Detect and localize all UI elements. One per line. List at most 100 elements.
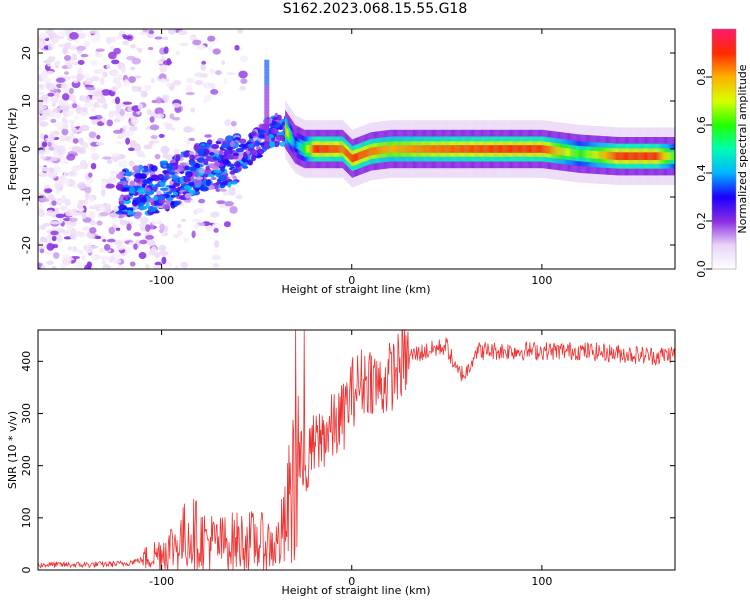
heatmap-cell <box>210 82 216 91</box>
heatmap-cell <box>610 151 612 160</box>
heatmap-cell <box>60 83 68 89</box>
heatmap-cell <box>278 131 285 136</box>
heatmap-cell <box>50 56 56 62</box>
heatmap-cell <box>445 145 448 153</box>
snr-y-label: SNR (10 * v/v) <box>6 411 19 489</box>
heatmap-cell <box>229 170 236 175</box>
heatmap-cell <box>203 82 213 89</box>
heatmap-cell <box>398 145 400 153</box>
heatmap-cell <box>467 145 469 153</box>
heatmap-cell <box>191 230 196 239</box>
heatmap-cell <box>195 207 205 214</box>
heatmap-cell <box>388 145 391 153</box>
heatmap-cell <box>185 77 195 84</box>
heatmap-cell <box>229 205 238 214</box>
heatmap-cell <box>264 125 270 129</box>
heatmap-cell <box>157 219 163 225</box>
heatmap-cell <box>46 243 55 251</box>
heatmap-cell <box>99 235 106 240</box>
heatmap-cell <box>214 240 220 248</box>
heatmap-cell <box>248 143 254 149</box>
heatmap-cell <box>486 145 488 153</box>
heatmap-cell <box>534 145 536 153</box>
heatmap-cell <box>189 154 195 161</box>
heatmap-cell <box>640 152 642 161</box>
spectrogram-x-label: Height of straight line (km) <box>281 283 430 296</box>
heatmap-cell <box>196 157 206 163</box>
heatmap-cell <box>150 165 158 172</box>
heatmap-cell <box>129 261 136 267</box>
heatmap-cell <box>428 145 430 153</box>
heatmap-cell <box>95 142 105 146</box>
heatmap-cell <box>161 94 170 101</box>
heatmap-cell <box>332 145 334 153</box>
heatmap-cell <box>287 128 289 137</box>
heatmap-cell <box>88 131 97 139</box>
heatmap-cell <box>218 174 227 182</box>
heatmap-cell <box>452 145 454 153</box>
heatmap-cell <box>121 187 131 192</box>
heatmap-cell <box>582 150 584 158</box>
heatmap-cell <box>137 103 144 110</box>
heatmap-cell <box>64 198 71 206</box>
heatmap-cell <box>126 207 134 211</box>
heatmap-cell <box>68 217 78 223</box>
heatmap-cell <box>431 145 433 153</box>
heatmap-cell <box>578 149 580 158</box>
heatmap-cell <box>129 186 135 194</box>
heatmap-cell <box>315 145 317 153</box>
heatmap-cell <box>148 206 158 213</box>
heatmap-cell <box>134 211 143 217</box>
heatmap-cell <box>237 29 244 34</box>
heatmap-cell <box>122 199 132 205</box>
heatmap-cell <box>84 192 90 200</box>
heatmap-cell <box>264 82 270 86</box>
heatmap-cell <box>81 212 87 220</box>
heatmap-cell <box>573 149 575 157</box>
heatmap-cell <box>46 60 51 67</box>
heatmap-cell <box>482 145 485 153</box>
heatmap-cell <box>264 120 270 124</box>
heatmap-cell <box>470 145 472 153</box>
heatmap-cell <box>608 151 610 160</box>
heatmap-cell <box>154 183 161 188</box>
heatmap-cell <box>51 235 57 242</box>
heatmap-cell <box>164 83 172 87</box>
heatmap-cell <box>347 150 350 159</box>
heatmap-cell <box>321 145 323 153</box>
heatmap-cell <box>569 148 571 157</box>
heatmap-cell <box>153 195 159 202</box>
heatmap-cell <box>161 232 169 237</box>
heatmap-cell <box>149 248 155 255</box>
heatmap-cell <box>367 148 370 157</box>
heatmap-cell <box>131 211 137 216</box>
heatmap-cell <box>528 145 530 153</box>
heatmap-cell <box>463 145 466 153</box>
heatmap-cell <box>55 60 61 66</box>
heatmap-cell <box>88 211 96 219</box>
heatmap-cell <box>304 145 306 153</box>
heatmap-cell <box>391 145 393 153</box>
heatmap-cell <box>328 145 331 153</box>
heatmap-cell <box>302 144 304 152</box>
heatmap-cell <box>423 145 425 153</box>
heatmap-cell <box>323 145 325 153</box>
heatmap-cell <box>542 145 545 153</box>
heatmap-cell <box>656 152 659 161</box>
heatmap-cell <box>53 122 64 128</box>
heatmap-cell <box>185 84 193 93</box>
heatmap-cell <box>159 223 165 231</box>
heatmap-cell <box>301 143 303 152</box>
heatmap-cell <box>140 90 148 98</box>
heatmap-cell <box>133 243 138 250</box>
heatmap-cell <box>571 148 573 157</box>
heatmap-cell <box>264 62 270 66</box>
heatmap-cell <box>619 152 622 161</box>
heatmap-cell <box>308 145 311 153</box>
heatmap-cell <box>88 196 95 203</box>
heatmap-cell <box>220 166 225 173</box>
heatmap-cell <box>46 260 54 265</box>
heatmap-cell <box>109 45 115 50</box>
heatmap-cell <box>581 150 584 158</box>
heatmap-cell <box>185 91 195 96</box>
